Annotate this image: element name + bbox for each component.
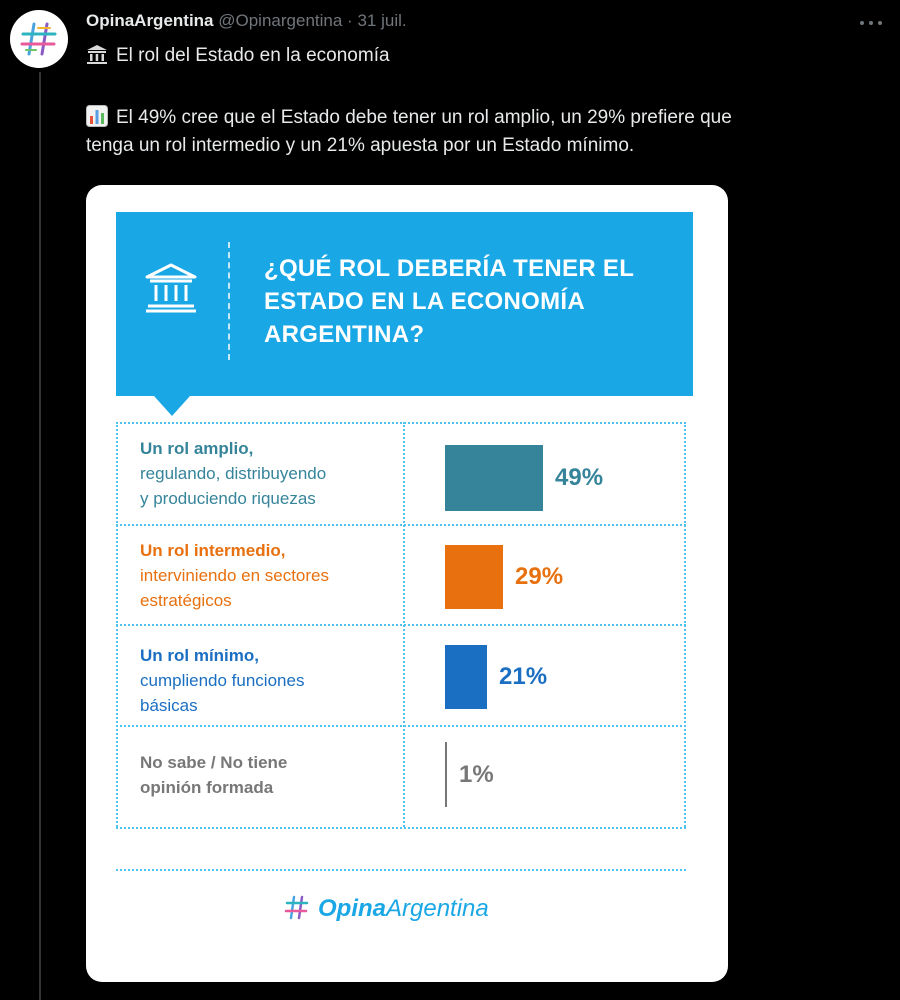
hash-logo-icon [284, 895, 309, 920]
tweet-text-line-2: El 49% cree que el Estado debe tener un … [86, 104, 896, 132]
tweet-date[interactable]: 31 juil. [357, 11, 407, 30]
separator: · [347, 11, 353, 30]
bar-chart-emoji-icon [86, 105, 108, 127]
author-name[interactable]: OpinaArgentina [86, 11, 214, 30]
banner-divider [228, 242, 230, 360]
grid-line [116, 827, 686, 829]
brand-name-part-1: Opina [318, 895, 387, 922]
row-label-no-sabe: No sabe / No tiene opinión formada [140, 750, 400, 800]
row-title: No sabe / No tiene [140, 753, 288, 772]
footer-divider [116, 869, 686, 871]
bar-0 [445, 445, 543, 511]
row-subtitle: cumpliendo funciones [140, 671, 305, 690]
row-title: Un rol amplio, [140, 439, 254, 458]
title-banner: ¿QUÉ ROL DEBERÍA TENER EL ESTADO EN LA E… [116, 212, 693, 396]
building-emoji-icon [86, 43, 108, 65]
row-label-minimo: Un rol mínimo, cumpliendo funciones bási… [140, 643, 400, 718]
row-subtitle: interviniendo en sectores [140, 566, 330, 585]
bar-value-label-1: 29% [515, 563, 564, 590]
bar-2 [445, 645, 487, 709]
chart-title: ¿QUÉ ROL DEBERÍA TENER EL ESTADO EN LA E… [264, 255, 634, 348]
tweet-line-2: El 49% cree que el Estado debe tener un … [116, 107, 732, 128]
row-subtitle: estratégicos [140, 591, 232, 610]
bar-3 [445, 742, 447, 807]
grid-line [116, 524, 686, 526]
row-subtitle: y produciendo riquezas [140, 489, 316, 508]
bar-value-label-2: 21% [499, 663, 548, 690]
grid-line [116, 422, 686, 424]
infographic-card[interactable]: ¿QUÉ ROL DEBERÍA TENER EL ESTADO EN LA E… [86, 185, 728, 982]
brand-name-part-2: Argentina [386, 895, 489, 922]
row-title: Un rol mínimo, [140, 646, 259, 665]
row-label-amplio: Un rol amplio, regulando, distribuyendo … [140, 436, 400, 511]
tweet-header: OpinaArgentina @Opinargentina · 31 juil. [86, 11, 407, 31]
row-label-intermedio: Un rol intermedio, interviniendo en sect… [140, 538, 400, 613]
grid-line [684, 422, 686, 827]
row-subtitle: regulando, distribuyendo [140, 464, 327, 483]
tweet-line-3: tenga un rol intermedio y un 21% apuesta… [86, 135, 635, 156]
avatar[interactable] [10, 10, 68, 68]
bar-value-label-0: 49% [555, 464, 604, 491]
thread-line [39, 72, 41, 1000]
bar-value-label-3: 1% [459, 760, 494, 788]
government-building-icon [145, 263, 197, 313]
tweet-line-1: El rol del Estado en la economía [116, 45, 390, 66]
bar-1 [445, 545, 503, 609]
tweet-text-line-3: tenga un rol intermedio y un 21% apuesta… [86, 132, 896, 160]
opina-logo-icon [20, 22, 57, 56]
more-options-icon[interactable] [858, 10, 884, 36]
grid-line [116, 422, 118, 827]
grid-line [403, 422, 405, 827]
brand-logo: OpinaArgentina [282, 891, 489, 927]
row-subtitle: opinión formada [140, 778, 274, 797]
banner-pointer [154, 396, 190, 416]
row-title: Un rol intermedio, [140, 541, 286, 560]
tweet-text-line-1: El rol del Estado en la economía [86, 42, 896, 70]
grid-line [116, 725, 686, 727]
author-handle[interactable]: @Opinargentina [218, 11, 343, 30]
grid-line [116, 624, 686, 626]
row-subtitle: básicas [140, 696, 198, 715]
